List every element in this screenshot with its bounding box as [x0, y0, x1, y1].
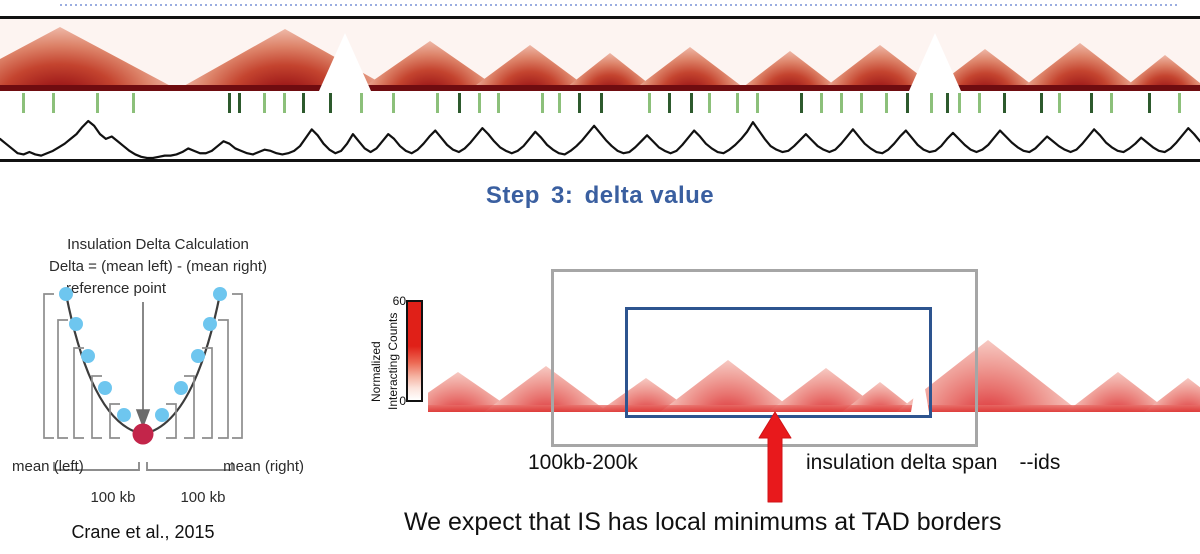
tad-border-tick [96, 93, 99, 113]
tad-border-tick [648, 93, 651, 113]
tad-boundary-notch [909, 33, 961, 91]
hic-contact-matrix-top [0, 19, 1200, 91]
sample-dots [59, 287, 227, 422]
insulation-score-line [0, 119, 1200, 159]
ids-flag-text: --ids [1019, 451, 1061, 474]
tad-border-tick [329, 93, 332, 113]
diagram-formula: Delta = (mean left) - (mean right) [49, 258, 267, 275]
conclusion-note: We expect that IS has local minimums at … [404, 508, 1002, 536]
tad-triangle [0, 27, 180, 91]
resolution-span-label: 100kb-200k [528, 451, 638, 474]
diagram-title: Insulation Delta Calculation [67, 236, 249, 253]
tad-border-tick [600, 93, 603, 113]
reference-point-label: reference point [66, 280, 167, 297]
tad-border-tick [885, 93, 888, 113]
tad-border-tick [1148, 93, 1151, 113]
tad-border-tick [360, 93, 363, 113]
tad-border-tick [906, 93, 909, 113]
tad-border-tick [497, 93, 500, 113]
span-brackets [53, 462, 233, 471]
tad-border-tick [860, 93, 863, 113]
insulation-score-track [0, 115, 1200, 159]
mean-left-label: mean (left) [12, 458, 84, 475]
colorbar-tick-min: 0 [399, 394, 406, 408]
tad-border-tick [263, 93, 266, 113]
tad-border-tick [558, 93, 561, 113]
tad-border-tick [1090, 93, 1093, 113]
reference-arrow [135, 302, 151, 429]
colorbar-axis-label: Normalized Interacting Counts [356, 292, 400, 410]
top-dotted-guide [60, 4, 1180, 6]
tad-border-tick [840, 93, 843, 113]
tad-border-tick [1178, 93, 1181, 113]
page-title: Step 3: delta value [0, 182, 1200, 210]
insulation-delta-box [625, 307, 932, 418]
step-topic: delta value [584, 182, 715, 209]
tad-border-tick [978, 93, 981, 113]
insulation-span-box [551, 269, 978, 447]
tad-border-tick [458, 93, 461, 113]
colorbar-tick-max: 60 [392, 294, 406, 308]
span-left-label: 100 kb [90, 489, 136, 506]
tad-boundary-notch [319, 33, 371, 91]
tad-border-tick [478, 93, 481, 113]
tad-border-tick [800, 93, 803, 113]
left-bracket-set [43, 293, 120, 439]
citation: Crane et al., 2015 [71, 522, 215, 542]
tad-boundary-notch [911, 360, 929, 412]
tad-border-tick [22, 93, 25, 113]
tad-border-tick [228, 93, 231, 113]
hic-contact-matrix-zoom [428, 300, 1200, 412]
colorbar-ticks: 60 0 [390, 292, 406, 410]
tad-border-tick [736, 93, 739, 113]
genome-browser-panel [0, 16, 1200, 162]
insulation-delta-diagram: Insulation Delta Calculation Delta = (me… [8, 236, 308, 554]
tad-border-tick [958, 93, 961, 113]
hic-diagonal-strip [428, 405, 1200, 412]
tad-border-tick [1058, 93, 1061, 113]
tad-border-tick [132, 93, 135, 113]
tad-border-tick [708, 93, 711, 113]
right-bracket-set [166, 293, 243, 439]
reference-point-dot [132, 423, 154, 445]
insulation-span-label: insulation delta span --ids [806, 451, 1060, 475]
tad-border-tick [1003, 93, 1006, 113]
tad-border-tick [52, 93, 55, 113]
arrow-up-icon [758, 411, 792, 503]
tad-border-arrow [757, 410, 793, 504]
tad-border-tick [1040, 93, 1043, 113]
step-word: Step [485, 182, 540, 209]
tad-border-tick [690, 93, 693, 113]
insulation-span-text: insulation delta span [806, 451, 998, 474]
tad-border-tick [392, 93, 395, 113]
step-number: 3: [551, 182, 574, 209]
tad-border-tick [668, 93, 671, 113]
mean-right-label: mean (right) [223, 458, 304, 475]
delta-curve-graphic [43, 287, 243, 471]
colorbar-label-line1: Normalized [369, 341, 383, 402]
tad-border-tick [930, 93, 933, 113]
tad-border-tick-track [0, 93, 1200, 113]
colorbar-gradient [406, 300, 423, 402]
colorbar-legend: Normalized Interacting Counts 60 0 [356, 292, 426, 410]
tad-border-tick [946, 93, 949, 113]
tad-triangle [1018, 43, 1142, 91]
tad-border-tick [820, 93, 823, 113]
tad-border-tick [436, 93, 439, 113]
tad-border-tick [302, 93, 305, 113]
tad-border-tick [238, 93, 241, 113]
hic-diagonal-strip [0, 85, 1200, 91]
tad-border-tick [578, 93, 581, 113]
span-right-label: 100 kb [180, 489, 226, 506]
tad-border-tick [1110, 93, 1113, 113]
tad-border-tick [283, 93, 286, 113]
tad-border-tick [756, 93, 759, 113]
tad-border-tick [541, 93, 544, 113]
